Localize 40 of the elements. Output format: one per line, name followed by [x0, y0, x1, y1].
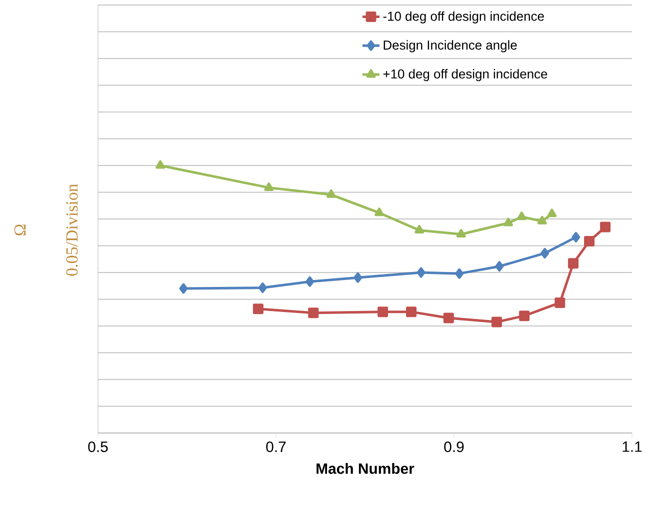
point: [519, 310, 530, 322]
point: [491, 316, 502, 328]
point: [516, 212, 526, 220]
point: [326, 189, 336, 198]
point: [495, 261, 504, 272]
x-tick-label: 0.7: [266, 442, 286, 452]
point: [406, 306, 417, 318]
point: [179, 283, 188, 294]
x-axis-title: Mach Number: [316, 462, 414, 474]
point: [504, 218, 513, 226]
legend-label: Design Incidence angle: [384, 40, 517, 52]
point: [572, 232, 580, 242]
x-tick-label: 0.5: [88, 442, 108, 452]
x-tick-label: 0.9: [444, 442, 464, 452]
point: [156, 160, 166, 169]
point: [443, 312, 454, 324]
text: 0.05/Division: [66, 184, 78, 276]
point: [584, 236, 595, 246]
legend-label: -10 deg off design incidence: [383, 11, 544, 24]
legend-label: +10 deg off design incidence: [383, 69, 548, 82]
point: [568, 258, 579, 269]
point: [455, 268, 464, 279]
point: [378, 306, 388, 318]
point: [600, 222, 611, 232]
point: [547, 208, 557, 218]
y-axis-title: Ω: [14, 224, 26, 236]
point: [258, 282, 267, 293]
point: [554, 297, 566, 308]
point: [374, 208, 384, 216]
point: [537, 216, 547, 224]
point: [416, 267, 426, 278]
point: [456, 229, 466, 238]
x-tick-label: 1.1: [622, 442, 642, 452]
point: [264, 182, 274, 191]
point: [252, 304, 264, 314]
point: [354, 272, 362, 283]
point: [306, 276, 314, 287]
point: [540, 248, 550, 258]
point: [414, 224, 424, 234]
point: [308, 308, 319, 318]
